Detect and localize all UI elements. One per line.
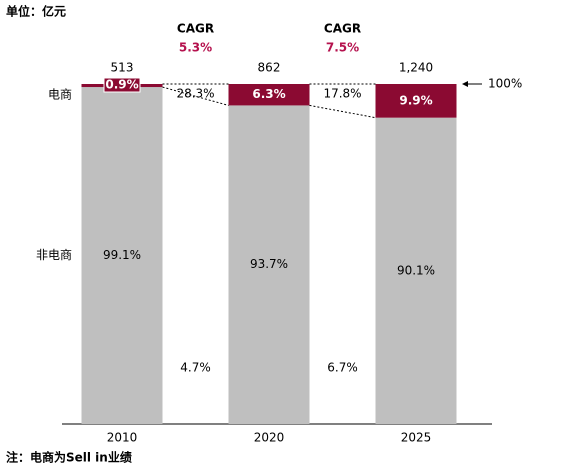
cagr-non-ecommerce: 4.7% (180, 361, 211, 375)
legend-label: 非电商 (36, 247, 72, 262)
legend-label: 电商 (48, 87, 72, 102)
value-label: 6.3% (252, 87, 285, 101)
bar-segment (228, 105, 310, 425)
cagr-ecommerce: 17.8% (323, 87, 361, 101)
y-tick-label: 100% (488, 77, 522, 91)
value-label: 93.7% (250, 257, 288, 271)
total-label: 513 (111, 61, 134, 75)
value-label: 0.9% (105, 78, 138, 92)
value-label: 9.9% (399, 93, 432, 107)
value-label: 90.1% (397, 263, 435, 277)
note: 注：电商为Sell in业绩 (6, 450, 132, 465)
cagr-ecommerce: 28.3% (176, 87, 214, 101)
connector (162, 86, 229, 106)
connector (309, 104, 376, 119)
unit-label: 单位：亿元 (6, 4, 66, 19)
bar-segment (228, 84, 310, 106)
label-box (103, 77, 141, 93)
bar-segment (81, 87, 163, 424)
cagr-total: 5.3% (179, 41, 212, 55)
x-tick-label: 2020 (254, 431, 285, 445)
cagr-title: CAGR (177, 22, 214, 36)
bar-segment (375, 117, 457, 424)
total-label: 1,240 (399, 61, 433, 75)
cagr-total: 7.5% (326, 41, 359, 55)
arrow-head (462, 81, 468, 87)
cagr-non-ecommerce: 6.7% (327, 361, 358, 375)
x-tick-label: 2025 (401, 431, 432, 445)
x-tick-label: 2010 (107, 431, 138, 445)
cagr-title: CAGR (324, 22, 361, 36)
bar-segment (375, 84, 457, 118)
value-label: 99.1% (103, 248, 141, 262)
total-label: 862 (258, 61, 281, 75)
